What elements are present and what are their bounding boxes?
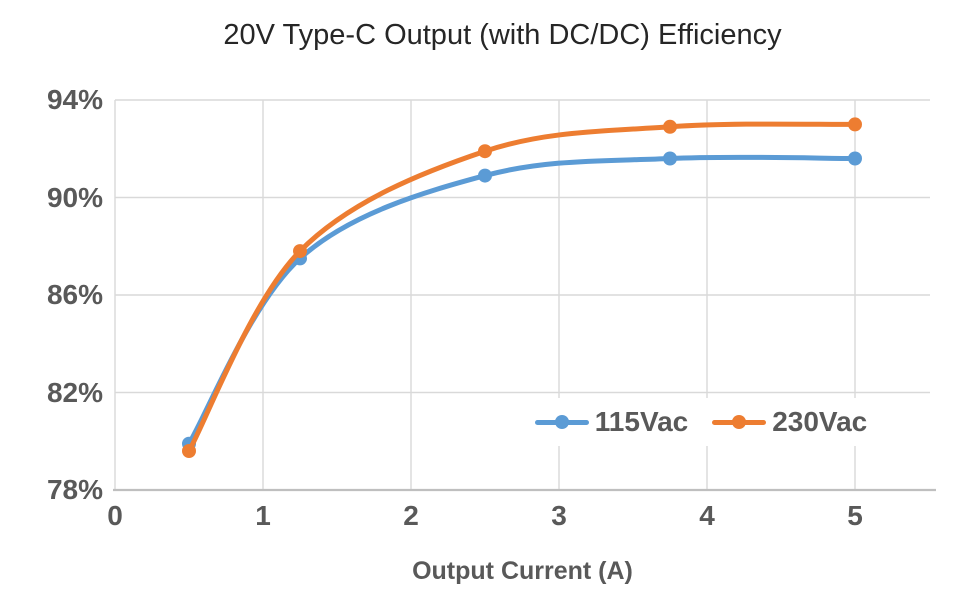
x-tick-label: 0 xyxy=(107,500,123,531)
data-point-230vac xyxy=(293,244,307,259)
data-point-115vac xyxy=(848,151,862,166)
y-tick-label: 90% xyxy=(46,181,103,213)
chart-title: 20V Type-C Output (with DC/DC) Efficienc… xyxy=(223,19,782,51)
x-tick-label: 1 xyxy=(255,500,271,531)
data-point-230vac xyxy=(182,444,196,458)
legend-item-230vac: 230Vac xyxy=(712,407,867,437)
data-point-115vac xyxy=(663,151,677,166)
legend-line-marker-icon xyxy=(712,415,767,429)
legend-line-marker-icon xyxy=(534,415,589,429)
y-tick-label: 94% xyxy=(46,84,103,115)
x-tick-label: 2 xyxy=(403,500,419,531)
x-axis-title: Output Current (A) xyxy=(412,557,633,585)
legend-label-230vac: 230Vac xyxy=(772,406,868,437)
data-point-230vac xyxy=(478,144,492,159)
legend: 115Vac 230Vac xyxy=(495,398,907,446)
y-tick-label: 86% xyxy=(46,279,103,310)
x-tick-label: 5 xyxy=(847,500,863,531)
x-tick-label: 4 xyxy=(699,500,715,531)
data-point-115vac xyxy=(478,168,492,183)
legend-label-115vac: 115Vac xyxy=(594,406,689,437)
y-tick-label: 78% xyxy=(46,474,103,505)
y-tick-label: 82% xyxy=(46,376,103,408)
legend-item-115vac: 115Vac xyxy=(534,406,689,437)
data-point-230vac xyxy=(663,119,677,134)
data-point-230vac xyxy=(848,117,862,132)
x-tick-label: 3 xyxy=(551,500,567,531)
